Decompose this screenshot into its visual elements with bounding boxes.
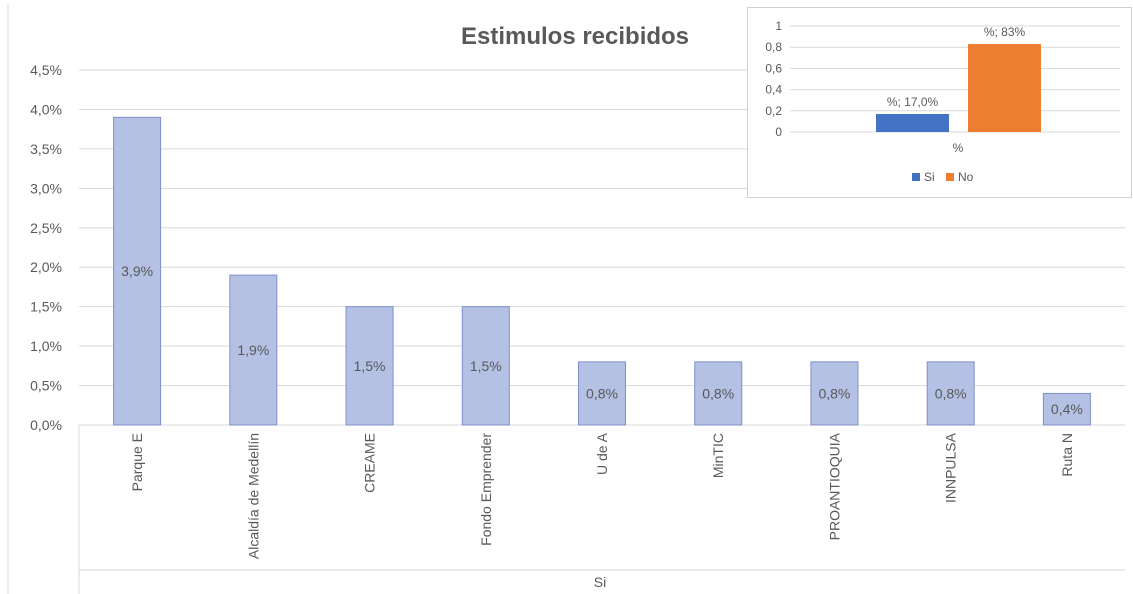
- chart-title: Estimulos recibidos: [461, 23, 689, 50]
- y-tick-label: 1,5%: [30, 299, 62, 315]
- y-tick-label: 1,0%: [30, 338, 62, 354]
- bar: [694, 361, 743, 426]
- data-label: 0,8%: [818, 385, 850, 401]
- y-tick-label: 0: [775, 125, 782, 139]
- data-label: %; 17,0%: [887, 95, 939, 109]
- data-label: 0,8%: [935, 385, 967, 401]
- inset-chart-box: 0 0,2 0,4 0,6 0,8 1 %; 17,0% %; 83%% Si No: [747, 7, 1132, 198]
- y-tick-label: 0,8: [765, 40, 782, 54]
- bar: [1042, 392, 1091, 426]
- bar: [578, 361, 626, 426]
- y-tick-label: 1: [775, 19, 782, 33]
- data-label: 0,8%: [702, 385, 734, 401]
- x-tick-label: MinTIC: [710, 433, 726, 478]
- x-tick-label: Parque E: [129, 433, 145, 491]
- y-tick-label: 2,5%: [30, 220, 62, 236]
- inset-bar-chart: 0 0,2 0,4 0,6 0,8 1 %; 17,0% %; 83%% Si No: [765, 19, 1120, 184]
- y-tick-label: 4,5%: [30, 62, 62, 78]
- y-tick-label: 0,4: [765, 83, 782, 97]
- y-tick-label: 0,6: [765, 61, 782, 75]
- y-tick-label: 4,0%: [30, 101, 62, 117]
- x-tick-label: Ruta N: [1059, 433, 1075, 477]
- legend-label: No: [958, 170, 974, 184]
- y-tick-label: 0,2: [765, 104, 782, 118]
- bar: [345, 306, 394, 426]
- bar: [229, 274, 278, 426]
- x-tick-label: U de A: [594, 432, 610, 475]
- bar: [113, 116, 162, 426]
- data-label: 0,4%: [1051, 401, 1083, 417]
- bar: [461, 306, 510, 426]
- legend-swatch: [946, 173, 954, 181]
- y-tick-label: 2,0%: [30, 259, 62, 275]
- data-label: 1,5%: [354, 358, 386, 374]
- x-tick-label: Fondo Emprender: [478, 433, 494, 546]
- data-label: 1,5%: [470, 358, 502, 374]
- bar: [876, 113, 949, 132]
- y-tick-label: 3,0%: [30, 180, 62, 196]
- bar: [968, 44, 1041, 132]
- bar: [810, 361, 859, 426]
- x-tick-label: PROANTIOQUIA: [826, 432, 842, 540]
- x-tick-label: Alcaldía de Medellín: [245, 433, 261, 559]
- x-axis-label: Si: [594, 574, 606, 590]
- y-tick-label: 0,0%: [30, 417, 62, 433]
- data-label: 1,9%: [237, 342, 269, 358]
- x-tick-label: CREAME: [362, 433, 378, 493]
- x-tick-label: %: [953, 141, 964, 155]
- bar: [926, 361, 975, 426]
- data-label: 0,8%: [586, 385, 618, 401]
- legend-swatch: [912, 173, 920, 181]
- data-label: 3,9%: [121, 263, 153, 279]
- data-label: %; 83%: [984, 25, 1026, 39]
- legend-label: Si: [924, 170, 935, 184]
- y-tick-label: 3,5%: [30, 141, 62, 157]
- x-tick-label: INNPULSA: [943, 432, 959, 503]
- y-tick-label: 0,5%: [30, 378, 62, 394]
